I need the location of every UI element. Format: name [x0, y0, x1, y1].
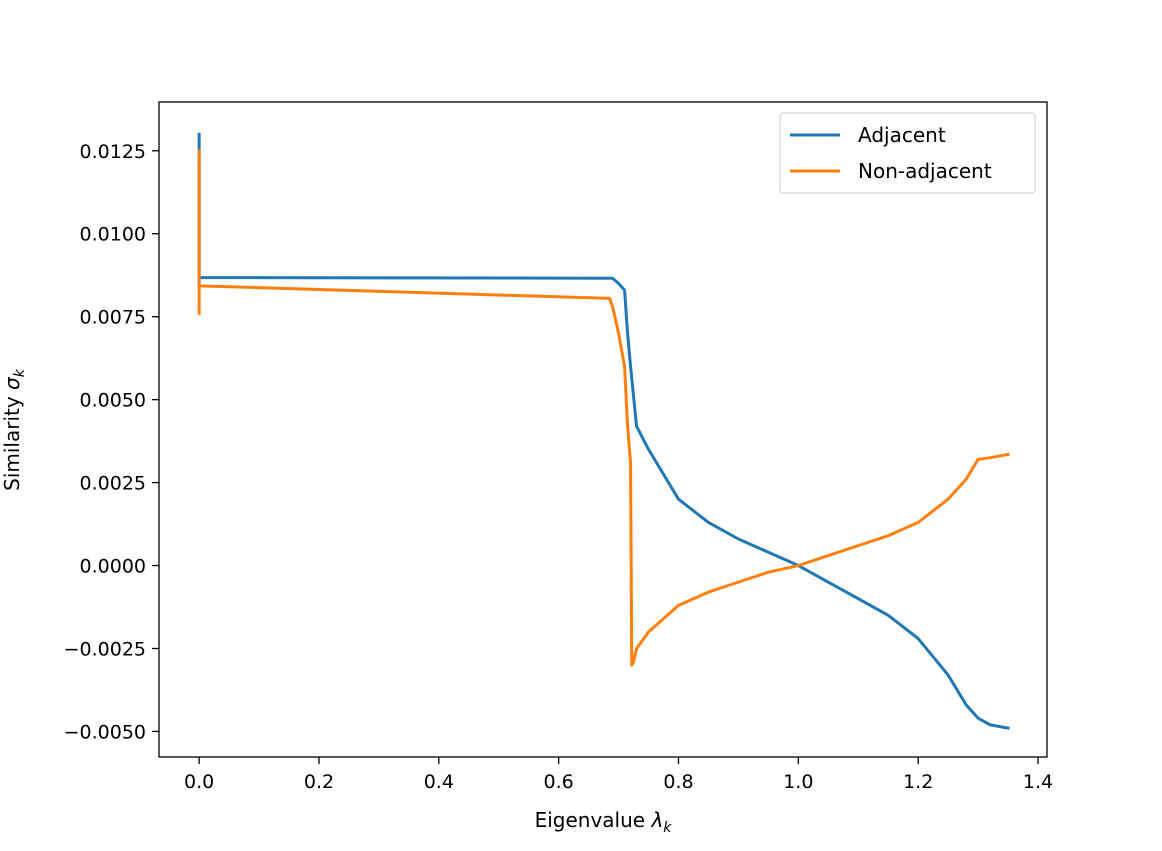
x-tick-label: 0.0 [184, 771, 214, 793]
legend-label-adjacent: Adjacent [858, 123, 946, 147]
series-line-adjacent [197, 132, 1010, 730]
x-tick-label: 1.2 [903, 771, 933, 793]
y-tick-label: 0.0100 [80, 224, 146, 246]
y-tick-label: −0.0050 [64, 721, 146, 743]
x-tick-label: 0.2 [304, 771, 334, 793]
y-tick-label: 0.0075 [80, 307, 146, 329]
y-tick-label: 0.0050 [80, 390, 146, 412]
x-tick-label: 0.8 [663, 771, 693, 793]
series-line-non-adjacent [197, 149, 1010, 667]
x-axis-ticks: 0.0 0.2 0.4 0.6 0.8 1.0 1.2 1.4 [184, 757, 1053, 793]
y-axis-label-symbol: σ [0, 376, 24, 390]
y-tick-label: 0.0125 [80, 141, 146, 163]
y-axis-label-subscript: k [12, 368, 28, 377]
x-axis-label-subscript: k [663, 820, 672, 836]
series-layer [197, 132, 1010, 730]
y-tick-label: 0.0000 [80, 556, 146, 578]
x-tick-label: 0.6 [544, 771, 574, 793]
y-tick-label: −0.0025 [64, 638, 146, 660]
y-axis-label: Similarity σk [0, 368, 28, 491]
x-tick-label: 0.4 [424, 771, 454, 793]
x-tick-label: 1.4 [1023, 771, 1053, 793]
x-axis-label-symbol: λ [650, 808, 663, 832]
y-axis-label-text: Similarity [0, 396, 24, 491]
x-axis-label-text: Eigenvalue [535, 808, 646, 832]
legend-frame [779, 112, 1036, 194]
y-axis-ticks: 0.0125 0.0100 0.0075 0.0050 0.0025 0.0000 −0.0… [64, 141, 159, 743]
legend-label-non-adjacent: Non-adjacent [858, 159, 992, 183]
legend: Adjacent Non-adjacent [779, 112, 1036, 194]
x-tick-label: 1.0 [783, 771, 813, 793]
y-tick-label: 0.0025 [80, 473, 146, 495]
x-axis-label: Eigenvalue λk [535, 808, 673, 836]
plot-area-frame [158, 101, 1048, 758]
